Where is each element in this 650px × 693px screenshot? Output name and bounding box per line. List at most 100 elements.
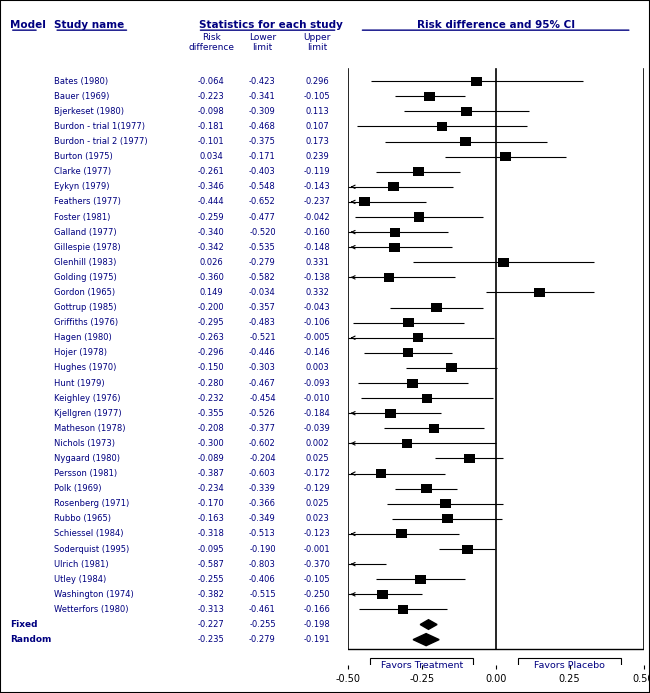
Text: -0.160: -0.160 (304, 227, 330, 236)
Text: -0.129: -0.129 (304, 484, 330, 493)
Text: -0.342: -0.342 (198, 243, 225, 252)
Text: -0.582: -0.582 (249, 273, 276, 282)
Text: Schiessel (1984): Schiessel (1984) (55, 529, 124, 538)
Text: -0.279: -0.279 (249, 258, 276, 267)
Text: -0.255: -0.255 (198, 574, 224, 584)
Bar (359, 198, 370, 207)
FancyBboxPatch shape (518, 658, 621, 672)
Text: Lower
limit: Lower limit (249, 33, 276, 53)
Bar (462, 545, 473, 554)
Text: -0.366: -0.366 (249, 499, 276, 508)
Bar (384, 273, 395, 282)
Text: -0.043: -0.043 (304, 303, 330, 312)
Text: -0.355: -0.355 (198, 409, 225, 418)
Bar (398, 605, 408, 614)
Text: Foster (1981): Foster (1981) (55, 213, 110, 222)
Text: Bjerkeset (1980): Bjerkeset (1980) (55, 107, 124, 116)
Text: Rosenberg (1971): Rosenberg (1971) (55, 499, 129, 508)
Text: -0.200: -0.200 (198, 303, 224, 312)
Text: -0.089: -0.089 (198, 454, 225, 463)
Text: -0.146: -0.146 (304, 349, 330, 358)
Text: -0.377: -0.377 (249, 424, 276, 433)
Bar (429, 424, 439, 433)
Text: Polk (1969): Polk (1969) (55, 484, 102, 493)
Text: Glenhill (1983): Glenhill (1983) (55, 258, 116, 267)
FancyBboxPatch shape (370, 658, 473, 672)
Text: -0.064: -0.064 (198, 77, 225, 86)
Text: Utley (1984): Utley (1984) (55, 574, 107, 584)
Text: Favors Treatment: Favors Treatment (380, 661, 463, 669)
Bar (376, 469, 387, 478)
Text: Clarke (1977): Clarke (1977) (55, 167, 111, 176)
Text: -0.234: -0.234 (198, 484, 225, 493)
Text: -0.387: -0.387 (198, 469, 225, 478)
Text: 0.034: 0.034 (200, 152, 223, 161)
Bar (500, 152, 511, 161)
Text: 0.025: 0.025 (306, 454, 329, 463)
Text: -0.461: -0.461 (249, 605, 276, 614)
Text: -0.105: -0.105 (304, 91, 330, 100)
Text: -0.403: -0.403 (249, 167, 276, 176)
Text: -0.454: -0.454 (249, 394, 276, 403)
Text: Keighley (1976): Keighley (1976) (55, 394, 121, 403)
Text: Burdon - trial 1(1977): Burdon - trial 1(1977) (55, 122, 146, 131)
Text: Griffiths (1976): Griffiths (1976) (55, 318, 118, 327)
Text: -0.444: -0.444 (198, 198, 224, 207)
Text: Hunt (1979): Hunt (1979) (55, 378, 105, 387)
Text: -0.468: -0.468 (249, 122, 276, 131)
Polygon shape (420, 620, 437, 629)
Text: Favors Placebo: Favors Placebo (534, 661, 605, 669)
Text: Burton (1975): Burton (1975) (55, 152, 113, 161)
Text: -0.513: -0.513 (249, 529, 276, 538)
Text: -0.093: -0.093 (304, 378, 330, 387)
Text: -0.360: -0.360 (198, 273, 225, 282)
Text: 0.025: 0.025 (306, 499, 329, 508)
Text: Bates (1980): Bates (1980) (55, 77, 109, 86)
Text: -0.105: -0.105 (304, 574, 330, 584)
Text: -0.382: -0.382 (198, 590, 225, 599)
Bar (440, 499, 450, 508)
Text: -0.515: -0.515 (249, 590, 276, 599)
Text: -0.172: -0.172 (304, 469, 330, 478)
Text: -0.406: -0.406 (249, 574, 276, 584)
Text: -0.005: -0.005 (304, 333, 330, 342)
Bar (396, 529, 407, 538)
Text: -0.602: -0.602 (249, 439, 276, 448)
Text: Washington (1974): Washington (1974) (55, 590, 134, 599)
Text: Golding (1975): Golding (1975) (55, 273, 117, 282)
Bar (534, 288, 545, 297)
Text: -0.171: -0.171 (249, 152, 276, 161)
Bar (464, 454, 474, 463)
Text: -0.300: -0.300 (198, 439, 225, 448)
Text: -0.295: -0.295 (198, 318, 224, 327)
Bar (471, 77, 482, 86)
Bar (403, 318, 413, 327)
Text: 0.239: 0.239 (305, 152, 329, 161)
Bar (403, 349, 413, 358)
Text: 0.003: 0.003 (305, 363, 329, 372)
Text: -0.318: -0.318 (198, 529, 225, 538)
Text: -0.232: -0.232 (198, 394, 225, 403)
Text: -0.261: -0.261 (198, 167, 225, 176)
Text: 0.113: 0.113 (305, 107, 329, 116)
Text: -0.423: -0.423 (249, 77, 276, 86)
Text: -0.303: -0.303 (249, 363, 276, 372)
Text: Gottrup (1985): Gottrup (1985) (55, 303, 117, 312)
Text: -0.375: -0.375 (249, 137, 276, 146)
Text: -0.521: -0.521 (249, 333, 276, 342)
Text: -0.467: -0.467 (249, 378, 276, 387)
Bar (402, 439, 412, 448)
Text: Soderquist (1995): Soderquist (1995) (55, 545, 129, 554)
Text: -0.034: -0.034 (249, 288, 276, 297)
Text: Hojer (1978): Hojer (1978) (55, 349, 107, 358)
Text: 0.107: 0.107 (305, 122, 329, 131)
Text: -0.190: -0.190 (249, 545, 276, 554)
Text: Hughes (1970): Hughes (1970) (55, 363, 116, 372)
Text: Burdon - trial 2 (1977): Burdon - trial 2 (1977) (55, 137, 148, 146)
Text: -0.181: -0.181 (198, 122, 225, 131)
Text: -0.163: -0.163 (198, 514, 225, 523)
Text: -0.001: -0.001 (304, 545, 330, 554)
Text: Matheson (1978): Matheson (1978) (55, 424, 126, 433)
Bar (388, 182, 398, 191)
Text: -0.587: -0.587 (198, 560, 225, 569)
